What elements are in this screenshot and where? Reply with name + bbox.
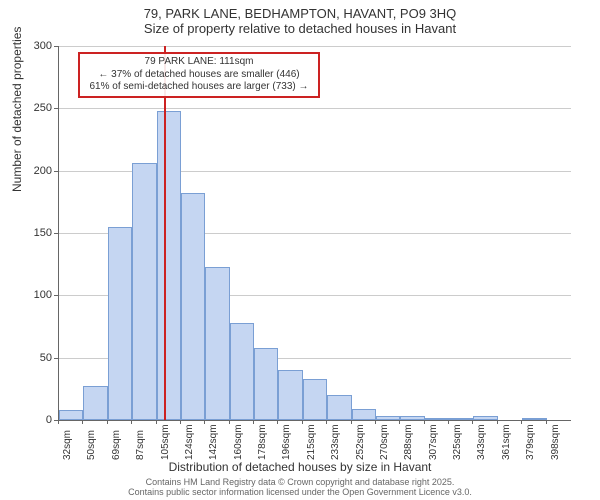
ytick-label: 150 [12, 227, 52, 239]
histogram-bar [132, 163, 156, 420]
xtick-label: 50sqm [86, 430, 97, 460]
annotation-line1: 79 PARK LANE: 111sqm [84, 56, 314, 69]
xtick-mark [326, 420, 327, 424]
xtick-label: 178sqm [257, 424, 268, 460]
ytick-label: 100 [12, 289, 52, 301]
histogram-bar [449, 418, 473, 420]
histogram-bar [303, 379, 327, 420]
footer: Contains HM Land Registry data © Crown c… [0, 478, 600, 498]
histogram-bar [108, 227, 132, 420]
histogram-bar [278, 370, 302, 420]
chart-container: 79, PARK LANE, BEDHAMPTON, HAVANT, PO9 3… [0, 0, 600, 500]
xtick-label: 361sqm [501, 424, 512, 460]
ytick-label: 0 [12, 414, 52, 426]
title-address: 79, PARK LANE, BEDHAMPTON, HAVANT, PO9 3… [0, 6, 600, 21]
title-block: 79, PARK LANE, BEDHAMPTON, HAVANT, PO9 3… [0, 0, 600, 36]
xtick-mark [448, 420, 449, 424]
ytick-label: 200 [12, 165, 52, 177]
xtick-mark [131, 420, 132, 424]
xtick-label: 142sqm [208, 424, 219, 460]
histogram-bar [473, 416, 497, 420]
ytick-label: 300 [12, 40, 52, 52]
histogram-bar [59, 410, 83, 420]
gridline [59, 46, 571, 47]
gridline [59, 108, 571, 109]
xtick-mark [546, 420, 547, 424]
xtick-mark [156, 420, 157, 424]
xtick-label: 124sqm [184, 424, 195, 460]
xtick-mark [58, 420, 59, 424]
histogram-bar [352, 409, 376, 420]
histogram-bar [522, 418, 546, 420]
xtick-label: 87sqm [135, 430, 146, 460]
xtick-label: 325sqm [452, 424, 463, 460]
xtick-mark [375, 420, 376, 424]
xtick-mark [180, 420, 181, 424]
xtick-mark [204, 420, 205, 424]
xtick-label: 105sqm [160, 424, 171, 460]
histogram-bar [327, 395, 351, 420]
xtick-label: 196sqm [281, 424, 292, 460]
xtick-mark [277, 420, 278, 424]
xtick-mark [497, 420, 498, 424]
xtick-mark [351, 420, 352, 424]
xtick-label: 32sqm [62, 430, 73, 460]
histogram-bar [83, 386, 107, 420]
xtick-label: 252sqm [355, 424, 366, 460]
x-axis-label: Distribution of detached houses by size … [0, 460, 600, 474]
histogram-bar [205, 267, 229, 420]
xtick-mark [424, 420, 425, 424]
annotation-box: 79 PARK LANE: 111sqm ← 37% of detached h… [78, 52, 320, 98]
xtick-label: 379sqm [525, 424, 536, 460]
marker-line [164, 46, 166, 420]
plot-area [58, 46, 571, 421]
histogram-bar [254, 348, 278, 420]
ytick-label: 50 [12, 352, 52, 364]
title-subtitle: Size of property relative to detached ho… [0, 21, 600, 36]
xtick-mark [107, 420, 108, 424]
ytick-label: 250 [12, 102, 52, 114]
xtick-label: 398sqm [550, 424, 561, 460]
xtick-mark [521, 420, 522, 424]
xtick-label: 288sqm [403, 424, 414, 460]
histogram-bar [181, 193, 205, 420]
histogram-bar [230, 323, 254, 420]
xtick-label: 343sqm [476, 424, 487, 460]
histogram-bar [376, 416, 400, 420]
xtick-label: 215sqm [306, 424, 317, 460]
annotation-line2: ← 37% of detached houses are smaller (44… [84, 69, 314, 82]
histogram-bar [425, 418, 449, 420]
xtick-label: 307sqm [428, 424, 439, 460]
xtick-label: 69sqm [111, 430, 122, 460]
xtick-mark [399, 420, 400, 424]
histogram-bar [157, 111, 181, 420]
xtick-label: 160sqm [233, 424, 244, 460]
xtick-label: 270sqm [379, 424, 390, 460]
footer-line2: Contains public sector information licen… [0, 488, 600, 498]
histogram-bar [400, 416, 424, 420]
xtick-label: 233sqm [330, 424, 341, 460]
xtick-mark [302, 420, 303, 424]
xtick-mark [472, 420, 473, 424]
xtick-mark [253, 420, 254, 424]
xtick-mark [82, 420, 83, 424]
annotation-line3: 61% of semi-detached houses are larger (… [84, 81, 314, 94]
xtick-mark [229, 420, 230, 424]
